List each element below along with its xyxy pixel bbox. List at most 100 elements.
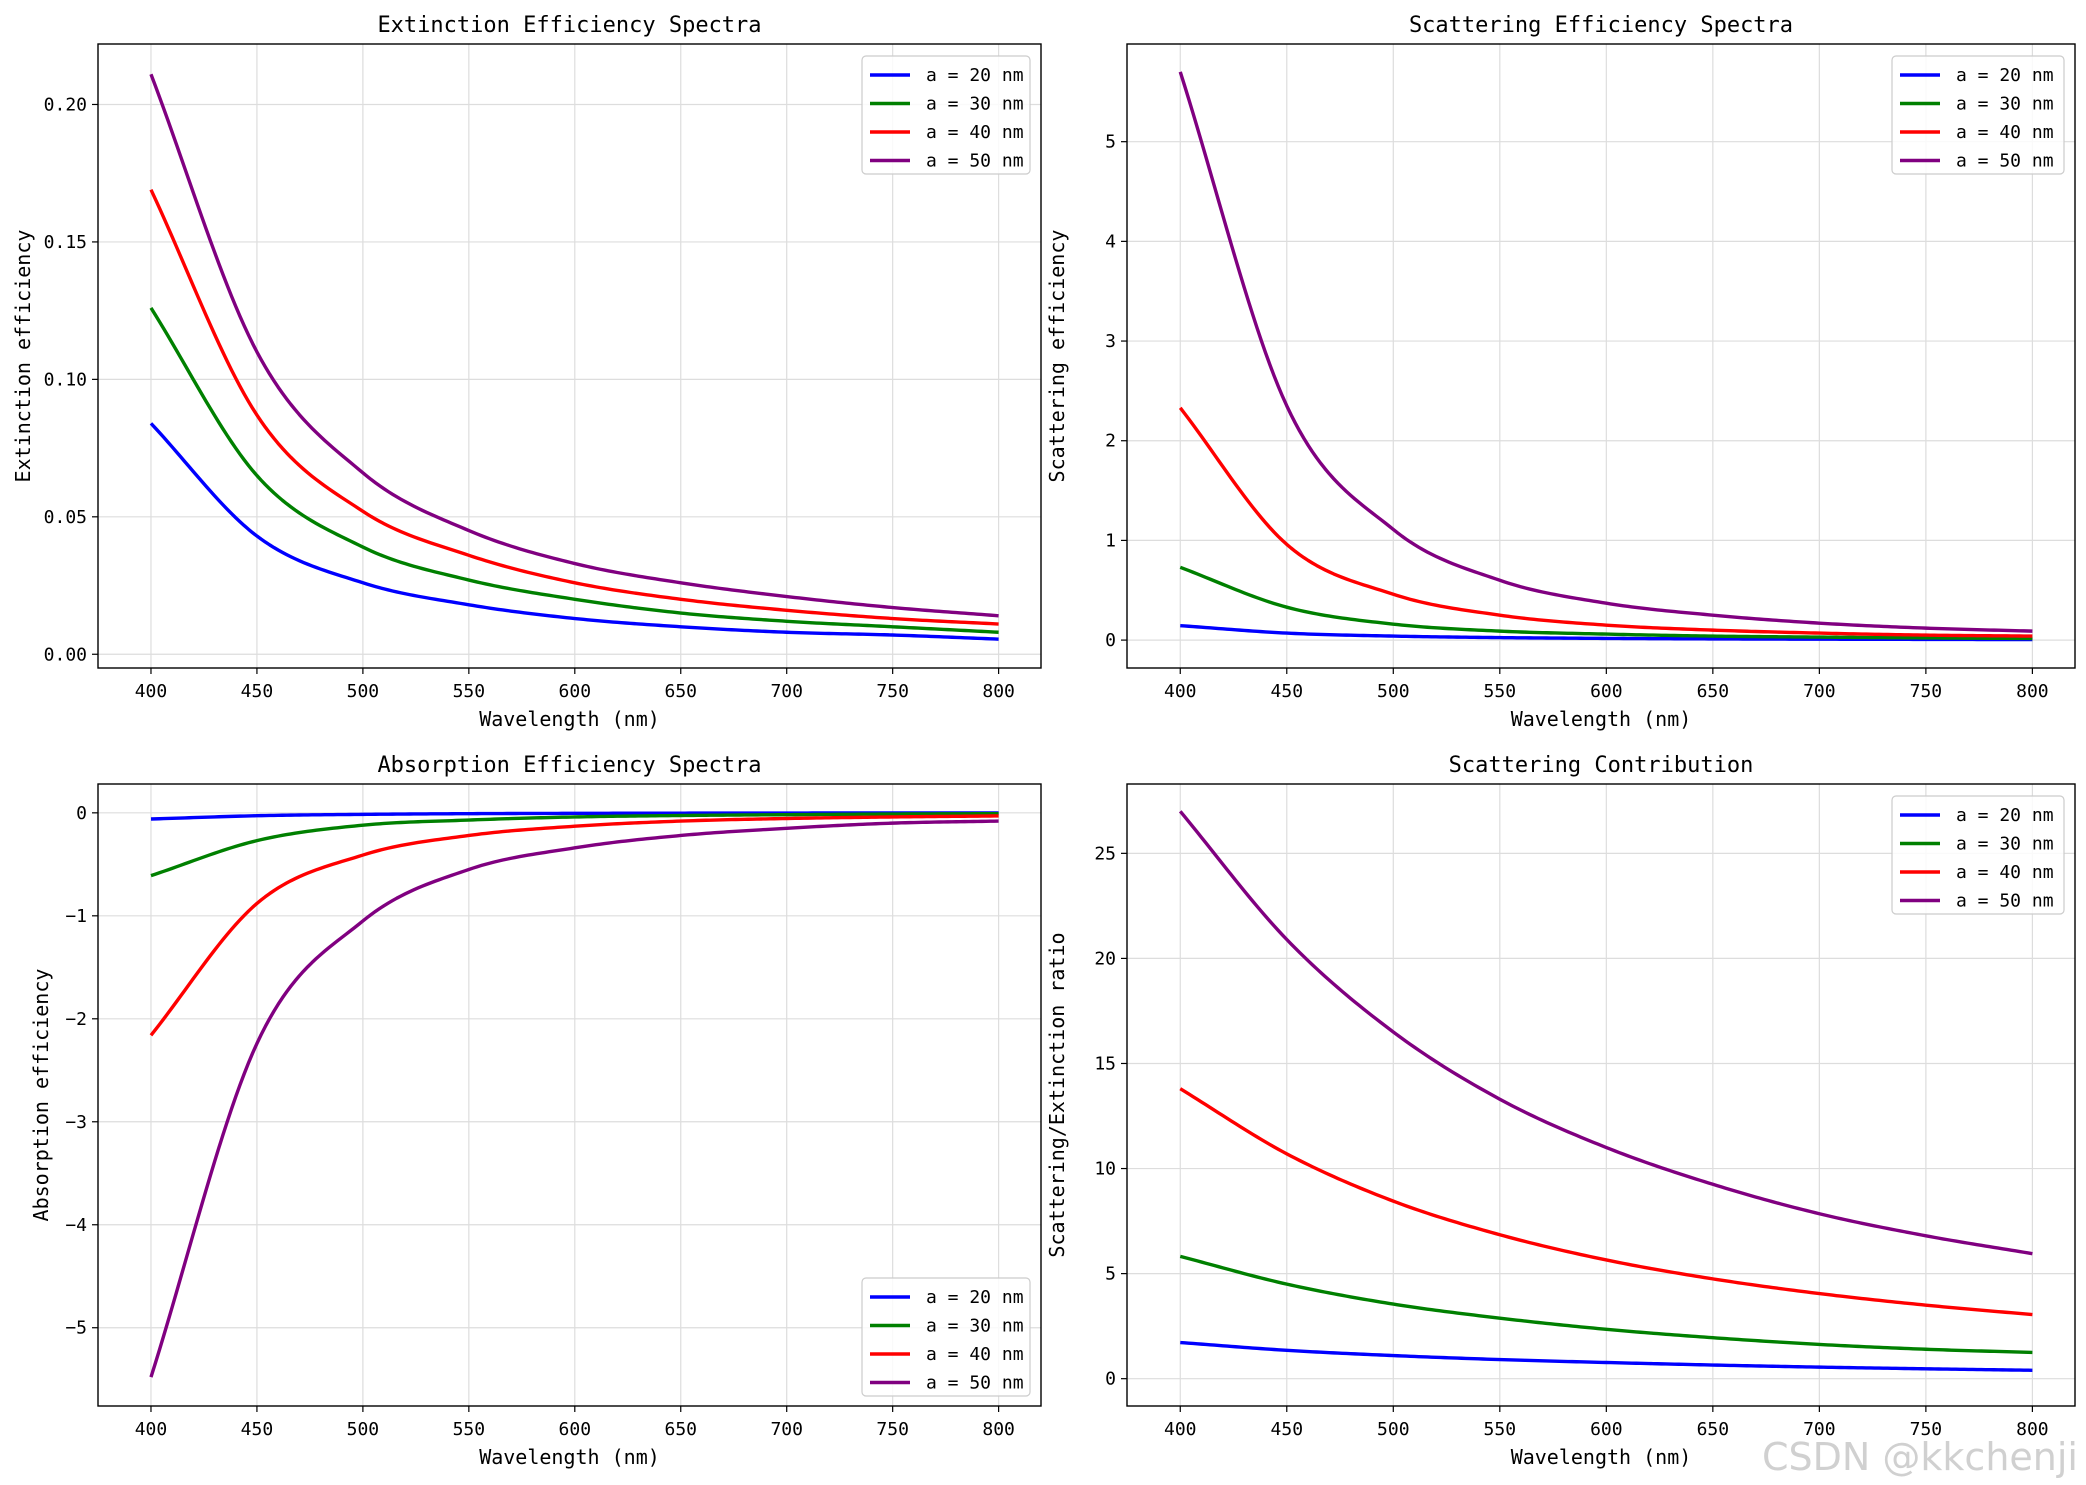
legend-entry: a = 50 nm — [926, 151, 1024, 172]
x-tick-label: 800 — [2016, 1419, 2049, 1440]
legend-box — [1891, 55, 2065, 175]
chart-1: 400 450 500 550 600 650 700 750 800 0.00 0.05 0.10 0… — [11, 13, 1042, 731]
y-tick-label: 0 — [1105, 630, 1116, 651]
x-tick-label: 400 — [135, 681, 168, 702]
y-axis-label: Extinction efficiency — [11, 230, 35, 483]
legend-entry: a = 20 nm — [1956, 65, 2054, 86]
x-tick-label: 550 — [453, 681, 486, 702]
x-tick-label: 550 — [453, 1419, 486, 1440]
legend-entry: a = 30 nm — [926, 94, 1024, 115]
y-tick-label: 1 — [1105, 530, 1116, 551]
y-axis-label: Scattering efficiency — [1045, 230, 1069, 483]
series-line-40nm — [1179, 1087, 2033, 1317]
series-line-50nm — [1178, 810, 2033, 1256]
axes-frame — [1126, 783, 2076, 1407]
x-tick-label: 500 — [347, 1419, 380, 1440]
x-tick-label: 600 — [1590, 1419, 1623, 1440]
series-line-50nm — [1178, 71, 2033, 633]
legend-box — [861, 55, 1031, 175]
legend-entry: a = 40 nm — [926, 1344, 1024, 1365]
x-tick-label: 750 — [876, 1419, 909, 1440]
legend-entry: a = 30 nm — [926, 1316, 1024, 1337]
y-tick-label: −2 — [65, 1009, 87, 1030]
x-tick-label: 600 — [1590, 681, 1623, 702]
y-tick-label: 0.10 — [44, 369, 87, 390]
legend-box — [1891, 795, 2065, 915]
axes-frame — [97, 783, 1042, 1407]
x-tick-label: 400 — [135, 1419, 168, 1440]
chart-4: 400 450 500 550 600 650 700 750 800 0 5 10 15 20 25 Sca… — [1045, 753, 2076, 1469]
watermark: CSDN @kkchenji — [1762, 1435, 2078, 1479]
y-tick-label: 5 — [1105, 1264, 1116, 1285]
x-tick-label: 750 — [1910, 1419, 1943, 1440]
x-tick-label: 400 — [1164, 681, 1197, 702]
x-axis-label: Wavelength (nm) — [1511, 1445, 1692, 1469]
legend-entry: a = 30 nm — [1956, 834, 2054, 855]
legend: a = 20 nm a = 30 nm a = 40 nm a = 50 nm — [1891, 795, 2065, 915]
legend-entry: a = 40 nm — [1956, 862, 2054, 883]
y-tick-label: 25 — [1094, 843, 1116, 864]
x-tick-label: 550 — [1484, 681, 1517, 702]
series-line-50nm — [149, 73, 999, 618]
legend-entry: a = 30 nm — [1956, 94, 2054, 115]
x-tick-label: 700 — [1803, 1419, 1836, 1440]
y-tick-label: 20 — [1094, 948, 1116, 969]
y-tick-label: 15 — [1094, 1053, 1116, 1074]
x-tick-label: 500 — [347, 681, 380, 702]
series-line-50nm — [149, 819, 999, 1378]
series-line-40nm — [149, 814, 999, 1037]
y-tick-label: 4 — [1105, 231, 1116, 252]
x-tick-label: 650 — [1697, 681, 1730, 702]
y-tick-label: 0.15 — [44, 232, 87, 253]
y-tick-label: 10 — [1094, 1159, 1116, 1180]
series-line-20nm — [1180, 1340, 2033, 1372]
series-line-40nm — [149, 188, 999, 626]
x-tick-label: 500 — [1377, 681, 1410, 702]
x-tick-label: 800 — [982, 1419, 1015, 1440]
legend-box — [861, 1277, 1031, 1397]
x-tick-label: 550 — [1484, 1419, 1517, 1440]
legend-entry: a = 50 nm — [926, 1373, 1024, 1394]
y-tick-label: 3 — [1105, 331, 1116, 352]
chart-2: 400 450 500 550 600 650 700 750 800 0 1 2 3 4 5 Scatter… — [1045, 13, 2076, 731]
y-tick-label: 0.20 — [44, 94, 87, 115]
y-tick-label: −4 — [65, 1215, 87, 1236]
series-line-30nm — [1179, 565, 2033, 641]
legend-entry: a = 50 nm — [1956, 891, 2054, 912]
y-tick-label: 5 — [1105, 132, 1116, 153]
legend: a = 20 nm a = 30 nm a = 40 nm a = 50 nm — [861, 1277, 1031, 1397]
legend-entry: a = 50 nm — [1956, 151, 2054, 172]
x-tick-label: 700 — [770, 681, 803, 702]
x-tick-label: 450 — [241, 1419, 274, 1440]
legend-entry: a = 40 nm — [926, 122, 1024, 143]
chart-title: Absorption Efficiency Spectra — [377, 753, 761, 778]
x-tick-label: 600 — [559, 1419, 592, 1440]
x-tick-label: 700 — [1803, 681, 1836, 702]
x-tick-label: 650 — [1697, 1419, 1730, 1440]
x-tick-label: 800 — [982, 681, 1015, 702]
chart-title: Scattering Contribution — [1449, 753, 1754, 778]
y-tick-label: 2 — [1105, 431, 1116, 452]
y-tick-label: −5 — [65, 1318, 87, 1339]
y-tick-label: −1 — [65, 906, 87, 927]
x-tick-label: 450 — [241, 681, 274, 702]
series-line-40nm — [1178, 406, 2033, 638]
series-line-20nm — [149, 422, 999, 641]
axes-frame — [97, 43, 1042, 669]
chart-3: 400 450 500 550 600 650 700 750 800 0 −1 −2 −3 −4 −5 Ab… — [29, 753, 1042, 1469]
x-tick-label: 600 — [559, 681, 592, 702]
x-axis-label: Wavelength (nm) — [479, 1445, 660, 1469]
x-tick-label: 750 — [876, 681, 909, 702]
x-tick-label: 500 — [1377, 1419, 1410, 1440]
x-tick-label: 700 — [770, 1419, 803, 1440]
legend-entry: a = 20 nm — [1956, 805, 2054, 826]
y-tick-label: 0 — [1105, 1369, 1116, 1390]
chart-title: Extinction Efficiency Spectra — [377, 13, 761, 38]
x-tick-label: 650 — [664, 1419, 697, 1440]
x-tick-label: 800 — [2016, 681, 2049, 702]
x-tick-label: 750 — [1910, 681, 1943, 702]
y-axis-label: Absorption efficiency — [29, 969, 53, 1222]
y-tick-label: 0 — [76, 803, 87, 824]
y-tick-label: 0.00 — [44, 644, 87, 665]
